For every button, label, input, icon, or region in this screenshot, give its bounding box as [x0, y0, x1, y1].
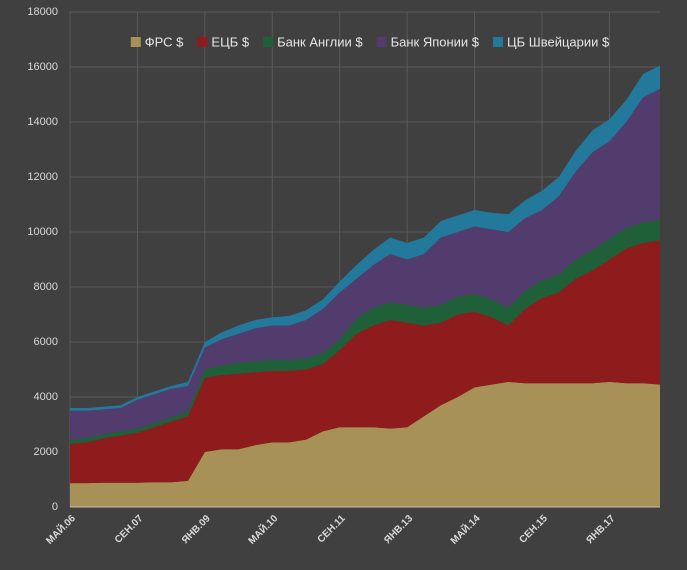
legend-swatch: [376, 37, 387, 47]
legend-swatch: [130, 37, 141, 47]
legend-label: Банк Англии $: [277, 34, 363, 49]
legend: ФРС $ ЕЦБ $ Банк Англии $ Банк Японии $ ЦБ Ш…: [130, 34, 610, 49]
legend-swatch: [263, 37, 274, 47]
y-tick-label: 2000: [34, 446, 58, 458]
y-tick-label: 10000: [27, 226, 58, 238]
y-tick-label: 6000: [34, 336, 58, 348]
legend-swatch: [493, 37, 504, 47]
y-tick-label: 8000: [34, 281, 58, 293]
area: [70, 381, 660, 507]
legend-swatch: [197, 37, 208, 47]
legend-label: ЦБ Швейцарии $: [507, 34, 610, 49]
legend-label: Банк Японии $: [391, 34, 480, 49]
y-tick-label: 4000: [34, 391, 58, 403]
y-tick-label: 12000: [27, 171, 58, 183]
legend-label: ФРС $: [145, 34, 184, 49]
legend-label: ЕЦБ $: [211, 34, 249, 49]
area: [70, 240, 660, 484]
y-tick-label: 16000: [27, 61, 58, 73]
y-tick-label: 14000: [27, 116, 58, 128]
y-tick-label: 0: [52, 501, 58, 513]
y-tick-label: 18000: [27, 6, 58, 18]
area: [70, 89, 660, 440]
